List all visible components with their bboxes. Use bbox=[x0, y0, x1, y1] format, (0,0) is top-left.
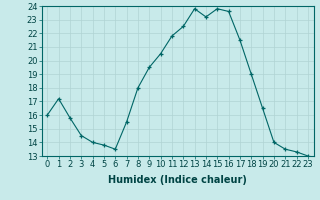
X-axis label: Humidex (Indice chaleur): Humidex (Indice chaleur) bbox=[108, 175, 247, 185]
